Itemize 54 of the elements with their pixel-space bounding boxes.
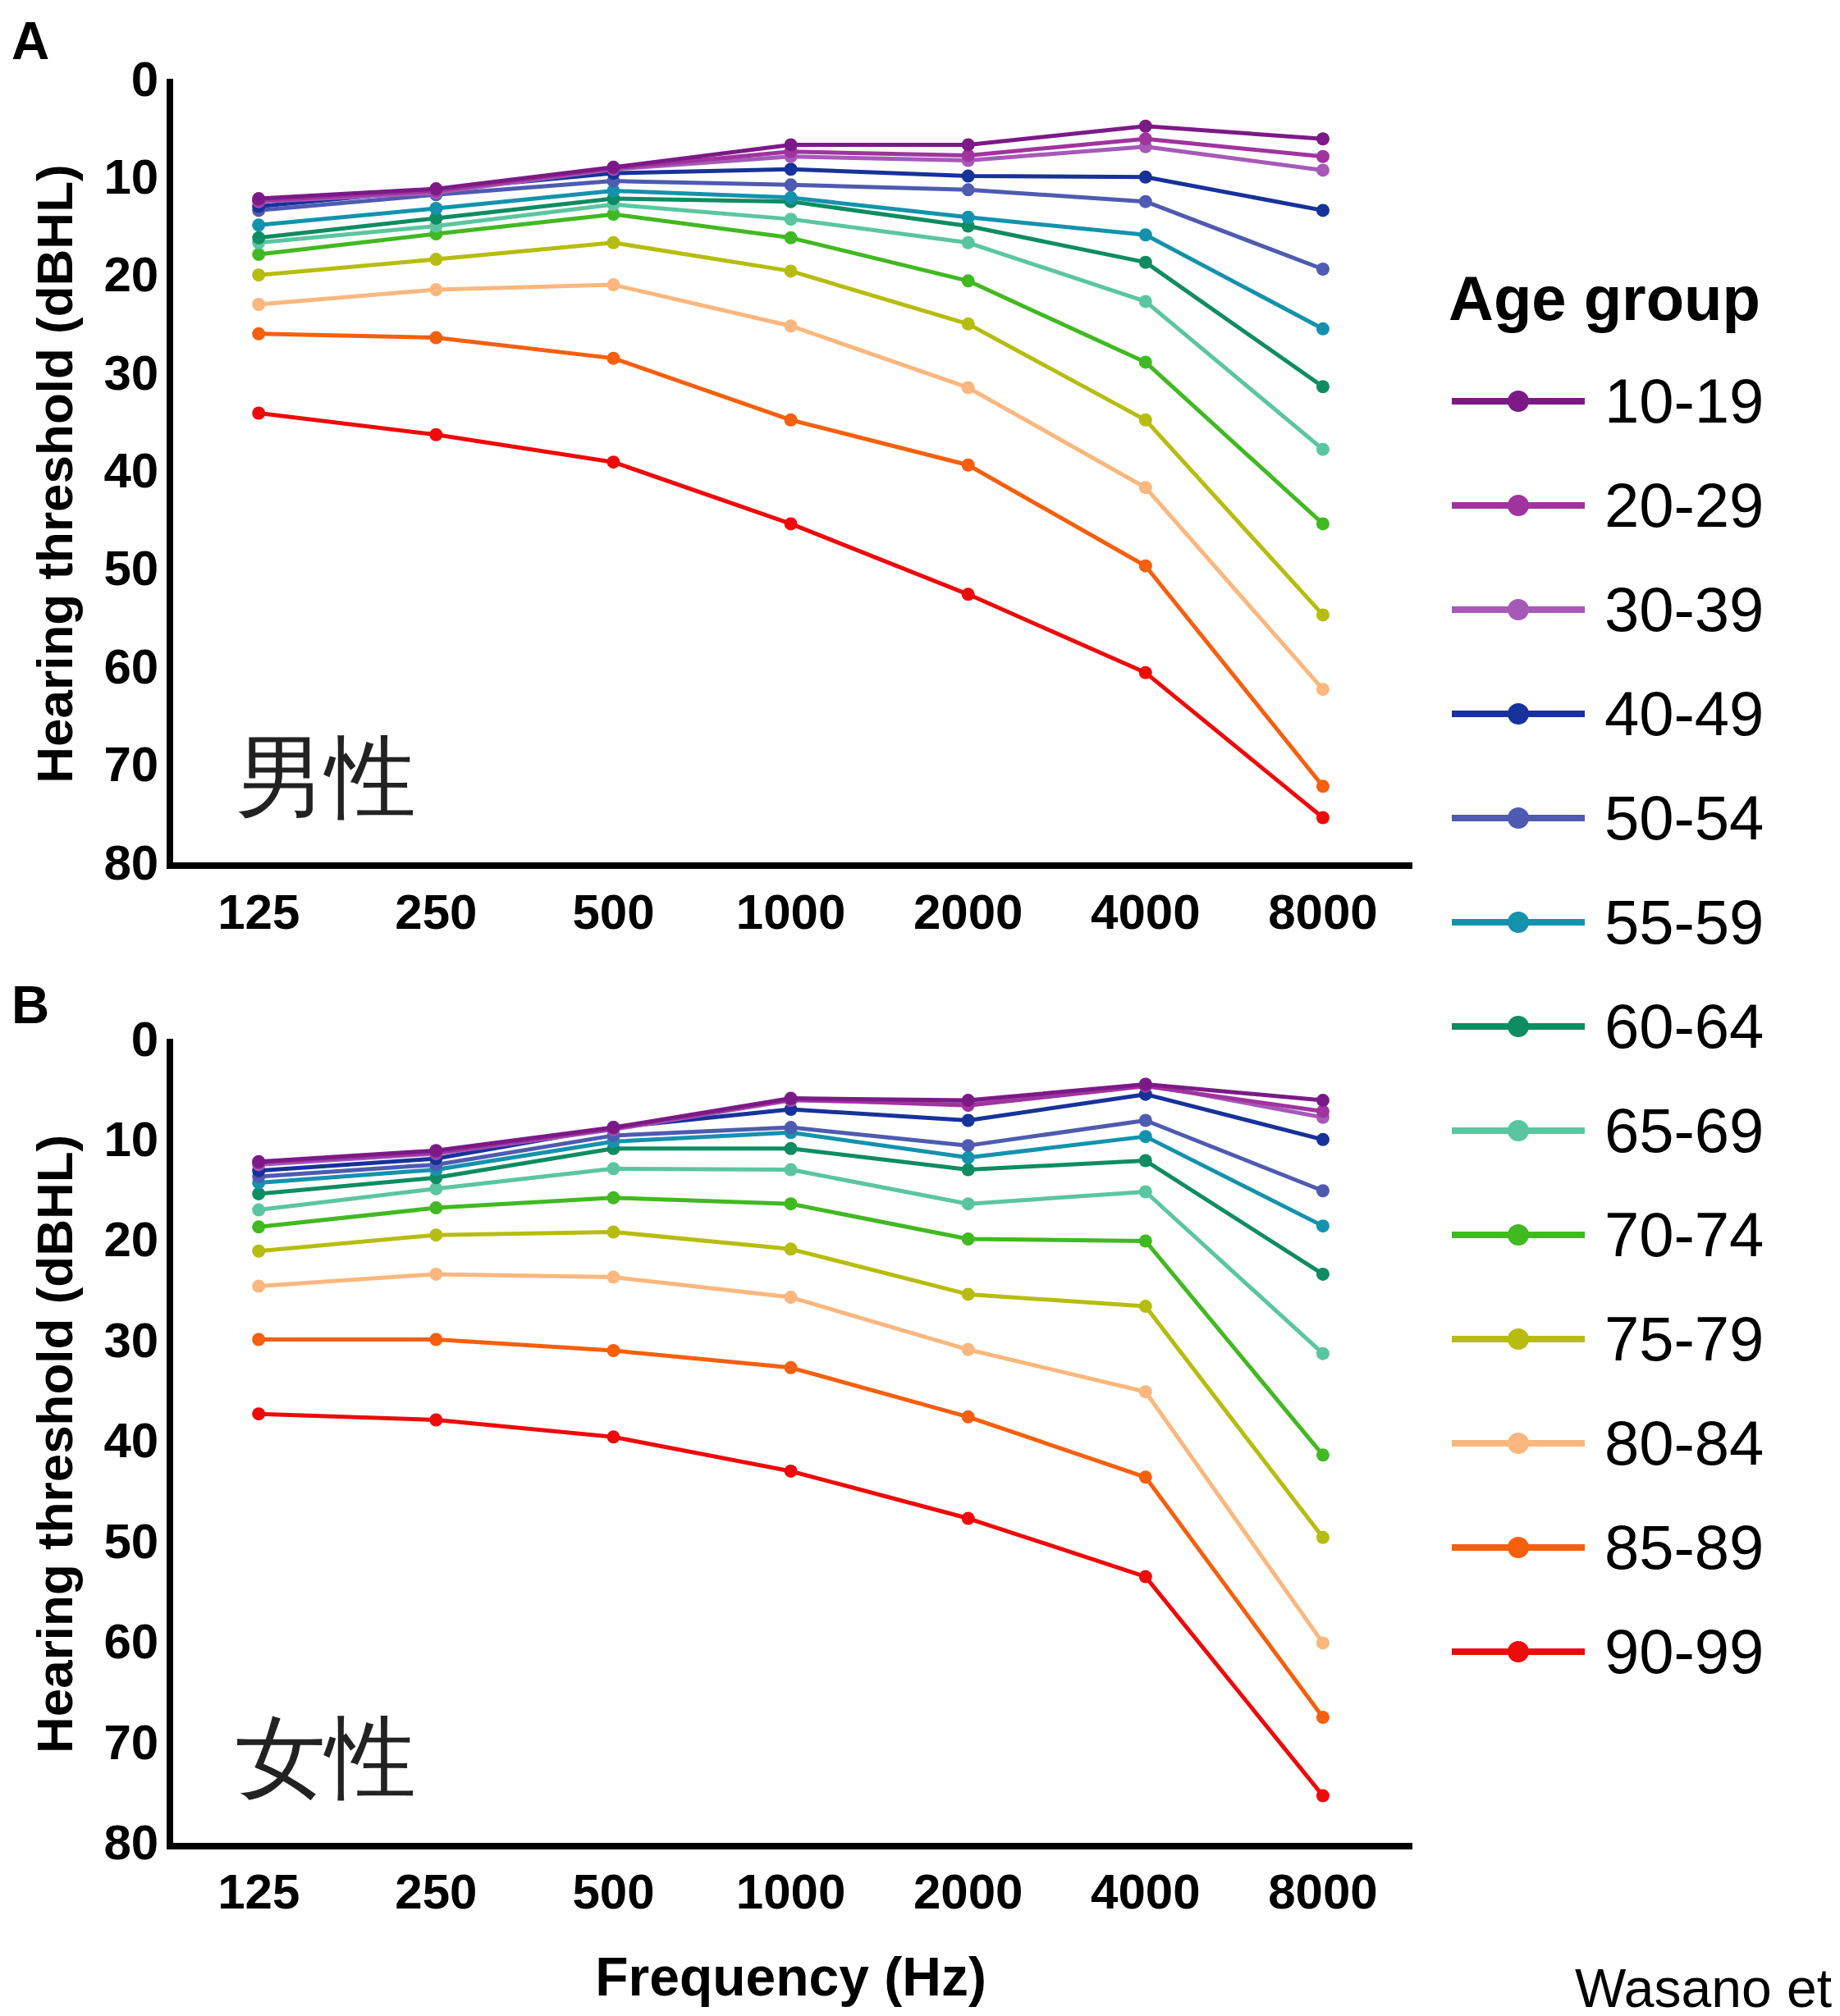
x-tick-label: 2000: [913, 1864, 1023, 1920]
annotation: 男性: [236, 725, 417, 830]
legend-label: 85-89: [1604, 1511, 1764, 1583]
legend-label: 20-29: [1604, 469, 1764, 541]
y-tick-label: 60: [103, 638, 159, 694]
y-tick-label: 80: [103, 1815, 159, 1871]
x-tick-label: 250: [395, 884, 478, 939]
y-tick-label: 60: [103, 1614, 159, 1670]
y-tick-label: 80: [103, 834, 159, 890]
y-axis-title: Hearing threshold (dBHL): [26, 164, 84, 784]
chart-title: A: [11, 11, 50, 71]
legend-label: 55-59: [1604, 886, 1764, 958]
legend-label: 10-19: [1604, 365, 1764, 437]
x-tick-label: 125: [217, 1864, 300, 1920]
x-tick-label: 4000: [1091, 884, 1201, 939]
x-tick-label: 4000: [1091, 1864, 1201, 1920]
y-tick-label: 20: [103, 247, 159, 303]
y-tick-label: 40: [103, 1413, 159, 1469]
y-tick-label: 0: [130, 51, 159, 107]
x-tick-label: 8000: [1268, 884, 1378, 939]
legend-label: 80-84: [1604, 1407, 1764, 1479]
annotation: 女性: [236, 1704, 417, 1810]
x-tick-label: 250: [395, 1864, 478, 1920]
y-tick-label: 40: [103, 443, 159, 499]
y-tick-label: 70: [103, 737, 159, 793]
y-tick-label: 20: [103, 1212, 159, 1268]
y-tick-label: 70: [103, 1714, 159, 1770]
y-tick-label: 30: [103, 1312, 159, 1368]
y-tick-label: 50: [103, 1513, 159, 1569]
legend-label: 60-64: [1604, 990, 1764, 1062]
legend-label: 70-74: [1604, 1199, 1764, 1270]
x-axis-title: Frequency (Hz): [595, 1945, 986, 2007]
x-tick-label: 500: [572, 1864, 655, 1920]
legend-label: 90-99: [1604, 1616, 1764, 1687]
text: Wasano et: [1574, 1957, 1832, 2016]
x-tick-label: 2000: [913, 884, 1023, 939]
legend-label: 40-49: [1604, 678, 1764, 749]
legend-label: 30-39: [1604, 574, 1764, 645]
x-tick-label: 500: [572, 884, 655, 939]
y-tick-label: 10: [103, 149, 159, 204]
x-tick-label: 125: [217, 884, 300, 939]
y-axis-title: Hearing threshold (dBHL): [26, 1134, 84, 1754]
x-tick-label: 1000: [735, 884, 846, 939]
y-tick-label: 30: [103, 345, 159, 400]
legend-label: 75-79: [1604, 1303, 1764, 1374]
legend-label: 50-54: [1604, 782, 1764, 853]
chart-title: B: [11, 975, 50, 1035]
legend-title: Age group: [1449, 263, 1761, 334]
y-tick-label: 50: [103, 541, 159, 597]
x-tick-label: 8000: [1268, 1864, 1378, 1920]
y-tick-label: 10: [103, 1112, 159, 1168]
x-tick-label: 1000: [735, 1864, 846, 1920]
legend-label: 65-69: [1604, 1095, 1764, 1166]
y-tick-label: 0: [130, 1011, 159, 1067]
